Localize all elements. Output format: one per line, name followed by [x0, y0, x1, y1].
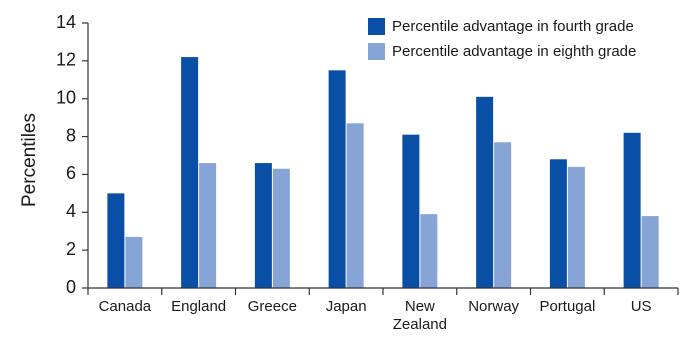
x-tick-label: Norway: [468, 298, 519, 315]
bar-eighth-grade: [494, 142, 512, 288]
bar-eighth-grade: [272, 168, 290, 288]
y-tick-label: 14: [56, 12, 76, 32]
bar-eighth-grade: [641, 216, 659, 288]
bar-eighth-grade: [567, 166, 585, 288]
bar-fourth-grade: [549, 159, 567, 288]
x-tick-label: Japan: [326, 298, 367, 315]
x-tick-label: Greece: [248, 298, 297, 315]
bar-fourth-grade: [107, 193, 125, 288]
y-axis: 0 2 4 6 8 10 12 14: [56, 12, 89, 297]
bar-fourth-grade: [402, 134, 420, 288]
x-axis: Canada England Greece Japan New Zealand Norway…: [87, 287, 679, 333]
y-axis-title: Percentiles: [19, 113, 40, 207]
bar-fourth-grade: [623, 132, 641, 288]
legend-label: Percentile advantage in fourth grade: [392, 18, 634, 35]
x-tick-label: New Zealand: [393, 298, 447, 333]
y-tick-label: 12: [56, 50, 76, 70]
y-tick-label: 10: [56, 87, 76, 107]
bar-eighth-grade: [346, 123, 364, 288]
x-tick-label: Portugal: [539, 298, 595, 315]
y-tick-label: 2: [66, 239, 76, 259]
x-tick-label: Canada: [99, 298, 152, 315]
x-tick-label: US: [631, 298, 652, 315]
y-tick-label: 6: [66, 163, 76, 183]
y-tick-label: 0: [66, 277, 76, 297]
bar-eighth-grade: [199, 163, 217, 288]
y-tick-label: 8: [66, 125, 76, 145]
bar-fourth-grade: [181, 57, 199, 289]
bar-fourth-grade: [476, 96, 494, 288]
legend-swatch: [368, 18, 385, 35]
bar-eighth-grade: [125, 236, 143, 288]
legend-label: Percentile advantage in eighth grade: [392, 43, 636, 60]
legend: Percentile advantage in fourth grade Perc…: [368, 18, 636, 60]
bar-eighth-grade: [420, 214, 438, 288]
bar-fourth-grade: [328, 70, 346, 288]
x-tick-label: England: [171, 298, 226, 315]
bars: [107, 57, 659, 289]
bar-fourth-grade: [254, 163, 272, 288]
y-tick-label: 4: [66, 201, 76, 221]
legend-swatch: [368, 43, 385, 60]
